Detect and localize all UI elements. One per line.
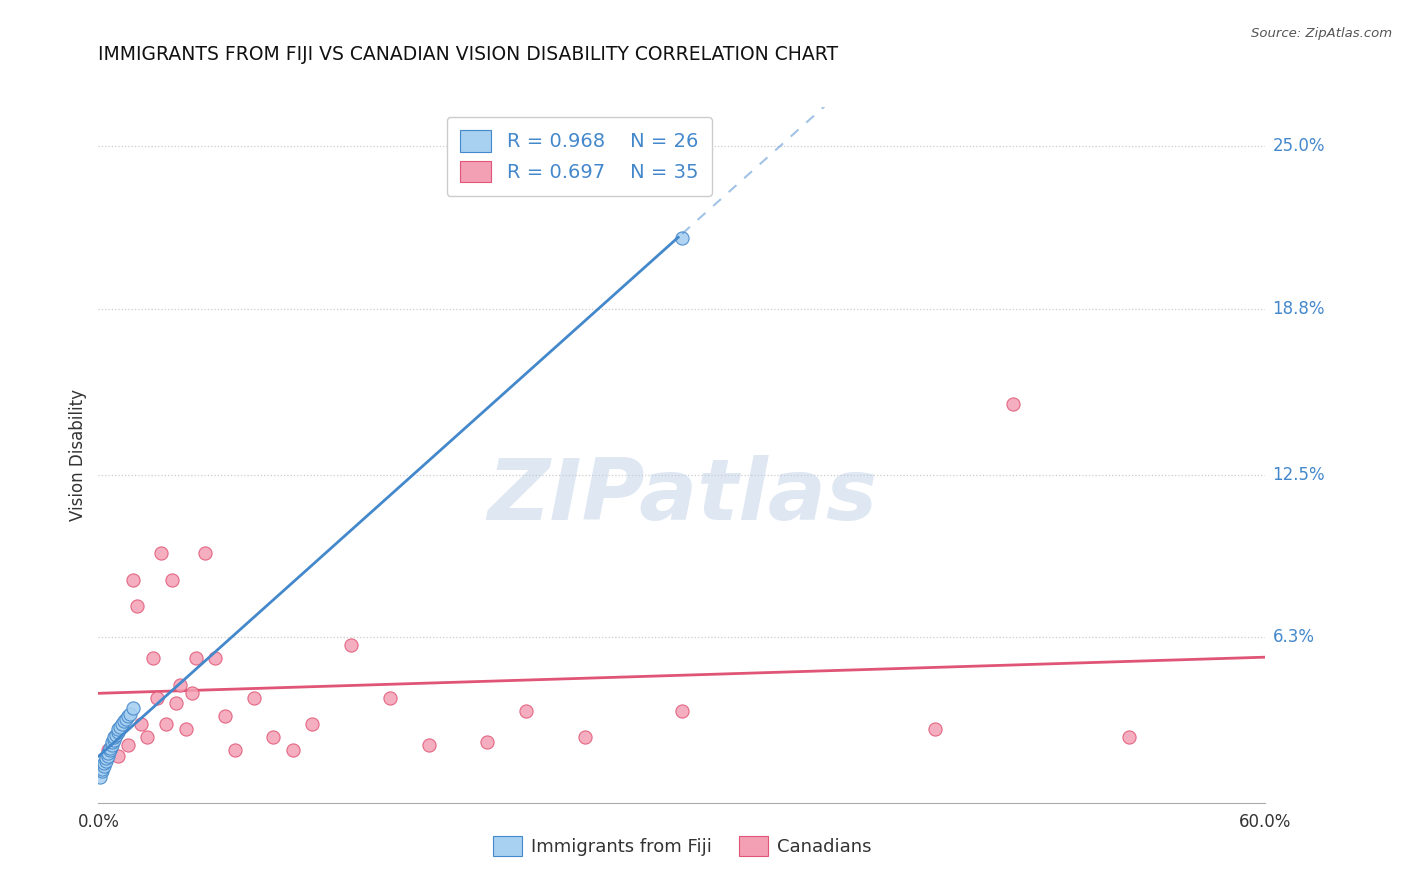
Point xyxy=(97,748,120,763)
Point xyxy=(214,709,236,723)
Text: ZIPatlas: ZIPatlas xyxy=(486,455,877,538)
Text: 18.8%: 18.8% xyxy=(1272,301,1324,318)
Point xyxy=(224,743,246,757)
Text: IMMIGRANTS FROM FIJI VS CANADIAN VISION DISABILITY CORRELATION CHART: IMMIGRANTS FROM FIJI VS CANADIAN VISION … xyxy=(98,45,838,63)
Point xyxy=(101,738,124,752)
Point xyxy=(93,756,115,771)
Point xyxy=(122,573,145,587)
Point xyxy=(96,754,118,768)
Point xyxy=(418,738,440,752)
Point xyxy=(93,759,115,773)
Point xyxy=(91,764,114,779)
Point xyxy=(107,748,129,763)
Point xyxy=(243,690,266,705)
Point xyxy=(180,685,202,699)
Text: 6.3%: 6.3% xyxy=(1272,628,1315,647)
Point xyxy=(98,740,121,755)
Point xyxy=(184,651,207,665)
Point xyxy=(340,638,363,652)
Point xyxy=(149,546,172,560)
Point xyxy=(174,723,197,737)
Point xyxy=(114,712,136,726)
Point xyxy=(924,723,946,737)
Point xyxy=(103,730,125,744)
Point xyxy=(380,690,402,705)
Point xyxy=(118,706,141,721)
Point xyxy=(142,651,165,665)
Point xyxy=(1001,397,1024,411)
Point xyxy=(112,714,135,729)
Point xyxy=(204,651,226,665)
Point xyxy=(515,704,537,718)
Point xyxy=(103,732,125,747)
Point xyxy=(117,738,139,752)
Point xyxy=(104,727,127,741)
Point xyxy=(129,717,152,731)
Point xyxy=(107,723,129,737)
Point xyxy=(122,701,145,715)
Point xyxy=(169,678,191,692)
Point xyxy=(97,746,120,760)
Point xyxy=(127,599,149,613)
Point xyxy=(194,546,217,560)
Point xyxy=(101,735,124,749)
Point xyxy=(262,730,284,744)
Point xyxy=(281,743,304,757)
Point xyxy=(107,725,129,739)
Point xyxy=(671,231,693,245)
Point xyxy=(301,717,323,731)
Point xyxy=(108,720,131,734)
Text: 25.0%: 25.0% xyxy=(1272,137,1324,155)
Point xyxy=(477,735,499,749)
Y-axis label: Vision Disability: Vision Disability xyxy=(69,389,87,521)
Point xyxy=(162,573,184,587)
Point xyxy=(1118,730,1140,744)
Point xyxy=(91,762,114,776)
Text: 12.5%: 12.5% xyxy=(1272,466,1324,483)
Point xyxy=(97,743,120,757)
Point xyxy=(117,709,139,723)
Point xyxy=(89,770,111,784)
Point xyxy=(155,717,177,731)
Point xyxy=(165,696,187,710)
Point xyxy=(111,717,134,731)
Legend: Immigrants from Fiji, Canadians: Immigrants from Fiji, Canadians xyxy=(485,829,879,863)
Point xyxy=(146,690,169,705)
Point xyxy=(98,743,121,757)
Point xyxy=(96,751,118,765)
Point xyxy=(574,730,596,744)
Point xyxy=(136,730,159,744)
Point xyxy=(671,704,693,718)
Text: Source: ZipAtlas.com: Source: ZipAtlas.com xyxy=(1251,27,1392,40)
